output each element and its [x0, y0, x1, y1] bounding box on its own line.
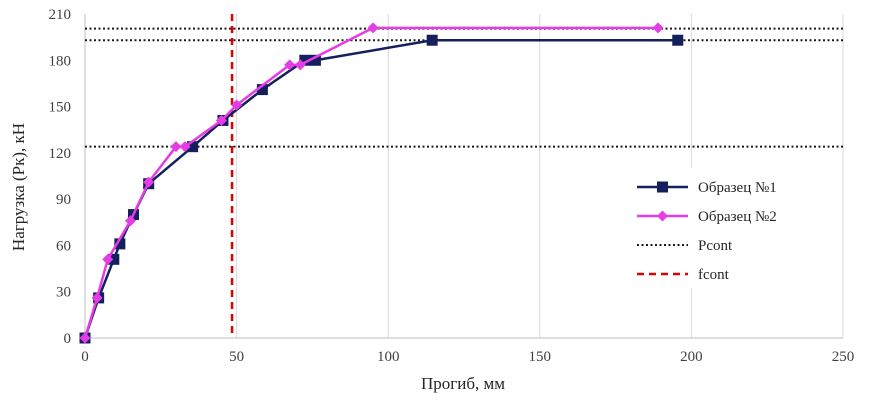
y-tick-label: 60 — [56, 238, 71, 254]
x-tick-label: 100 — [377, 349, 400, 365]
data-point — [108, 253, 120, 265]
series-2 — [79, 22, 664, 344]
data-point — [79, 332, 91, 344]
y-tick-label: 30 — [56, 285, 71, 301]
x-tick-label: 200 — [680, 349, 703, 365]
data-point — [170, 141, 182, 153]
data-point — [231, 99, 243, 111]
x-tick-label: 0 — [81, 349, 89, 365]
legend-marker — [657, 210, 668, 222]
series-line — [83, 38, 678, 339]
legend-label: fcont — [698, 267, 730, 283]
legend-label: Образец №2 — [698, 209, 777, 225]
data-point — [114, 238, 126, 250]
legend-label: Образец №1 — [698, 180, 777, 196]
legend: Образец №1 Образец №2 Pcont fcont — [619, 168, 832, 288]
legend-label: Pcont — [698, 238, 733, 254]
data-point — [256, 84, 268, 96]
data-point — [294, 59, 306, 71]
x-tick-label: 150 — [529, 349, 552, 365]
data-point — [215, 114, 227, 126]
data-point — [672, 34, 684, 46]
data-point — [284, 59, 296, 71]
data-point — [367, 22, 379, 34]
data-point — [124, 215, 136, 227]
data-point — [309, 54, 321, 66]
tick-labels: 0 50 100 150 200 250 0 30 60 90 120 150 180 210 — [49, 7, 855, 365]
y-tick-label: 90 — [56, 192, 71, 208]
data-point — [299, 54, 311, 66]
legend-marker — [657, 181, 668, 193]
data-point — [179, 141, 191, 153]
series-line — [83, 26, 659, 339]
data-point — [143, 176, 155, 188]
x-axis-title: Прогиб, мм — [421, 374, 505, 393]
y-tick-label: 120 — [49, 146, 72, 162]
data-point — [102, 253, 114, 265]
y-tick-label: 150 — [49, 100, 72, 116]
y-tick-label: 210 — [49, 7, 72, 23]
series-layer — [79, 22, 684, 344]
grid-layer — [84, 14, 844, 339]
series-1 — [79, 34, 684, 344]
data-point — [91, 292, 103, 304]
legend-items: Образец №1 Образец №2 Pcont fcont — [637, 180, 777, 283]
data-point — [187, 141, 199, 153]
data-point — [652, 22, 664, 34]
x-tick-label: 50 — [229, 349, 244, 365]
y-axis-title: Нагрузка (Рк), кН — [9, 123, 28, 251]
data-point — [426, 34, 438, 46]
y-tick-label: 180 — [49, 53, 72, 69]
x-tick-label: 250 — [832, 349, 855, 365]
y-tick-label: 0 — [64, 331, 72, 347]
